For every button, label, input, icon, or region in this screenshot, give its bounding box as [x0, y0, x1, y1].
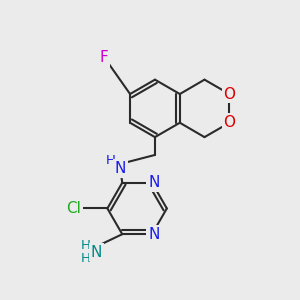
Text: H: H [81, 253, 91, 266]
Text: Cl: Cl [66, 201, 81, 216]
Text: N: N [91, 244, 102, 260]
Text: O: O [224, 86, 236, 101]
Text: H: H [81, 238, 91, 252]
Text: H: H [105, 154, 115, 167]
Text: F: F [99, 50, 108, 65]
Text: N: N [115, 161, 126, 176]
Text: N: N [148, 227, 160, 242]
Text: O: O [224, 115, 236, 130]
Text: N: N [148, 175, 160, 190]
